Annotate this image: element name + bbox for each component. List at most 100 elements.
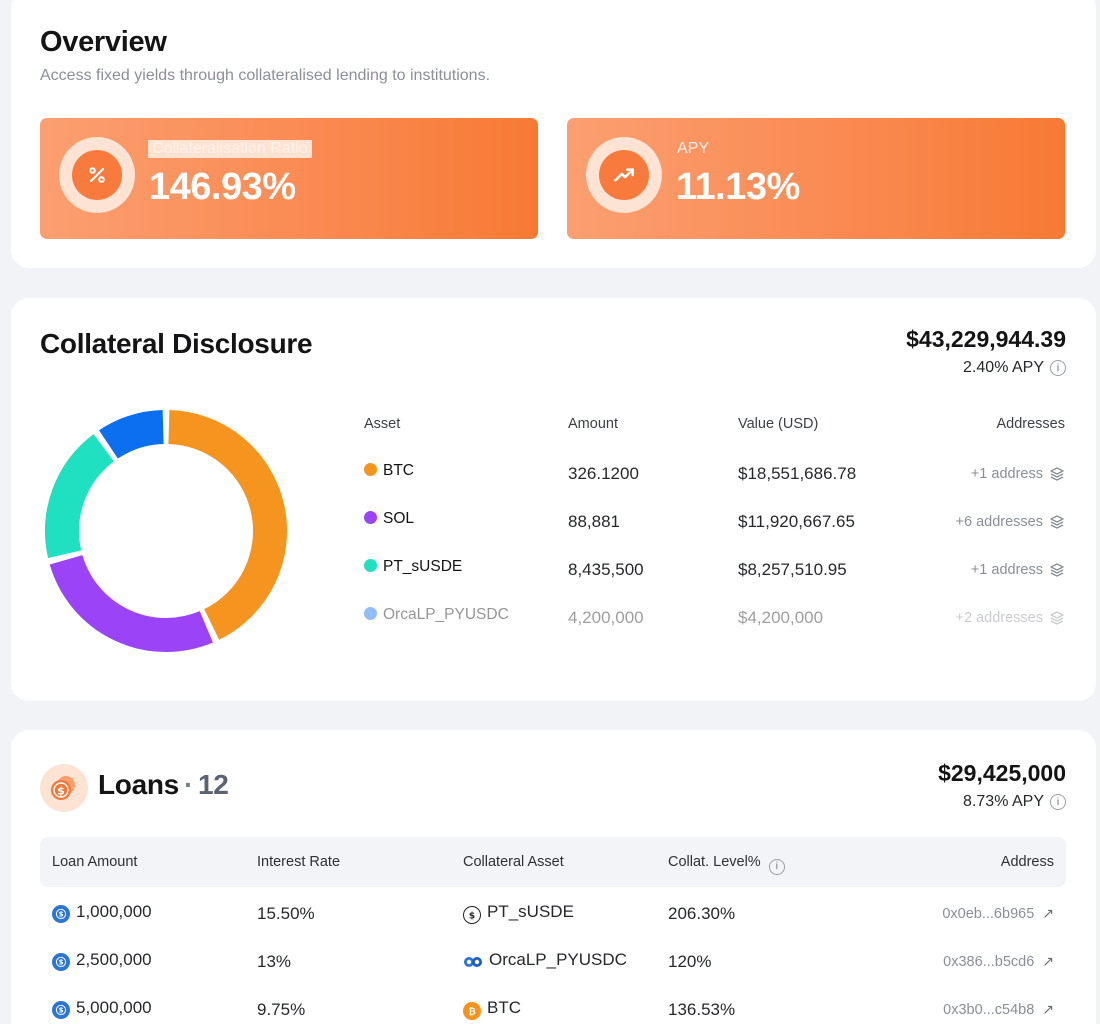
asset-value: $8,257,510.95 <box>738 560 847 579</box>
header-interest-rate: Interest Rate <box>257 854 341 870</box>
collateral-table: Asset Amount Value (USD) Addresses BTC 3… <box>353 416 1065 648</box>
table-row[interactable]: $2,500,000 13% OrcaLP_PYUSDC 120% 0x386.… <box>40 935 1066 983</box>
header-value: Value (USD) <box>738 416 819 432</box>
info-icon[interactable]: i <box>1050 360 1066 376</box>
external-link-icon: ↗ <box>1042 953 1054 969</box>
loans-table: Loan Amount Interest Rate Collateral Ass… <box>40 837 1066 1024</box>
asset-name: OrcaLP_PYUSDC <box>383 606 509 623</box>
stat-value: 11.13% <box>676 166 800 208</box>
orcalp-legend-dot <box>364 607 377 620</box>
asset-value: $4,200,000 <box>738 608 824 627</box>
header-collat-level: Collat. Level% i <box>668 854 785 875</box>
addresses-link[interactable]: +6 addresses <box>956 514 1065 530</box>
loan-coin-icon: $ <box>40 764 88 812</box>
loan-address-link[interactable]: 0x0eb...6b965 ↗ <box>942 905 1054 922</box>
interest-rate: 13% <box>257 952 292 971</box>
apy-stat: APY 11.13% <box>567 118 1065 239</box>
stat-label: Collateralisation Ratio <box>148 140 312 158</box>
collat-level: 136.53% <box>668 1000 736 1019</box>
susde-coin-icon: $ <box>463 906 481 924</box>
asset-value: $11,920,667.65 <box>738 512 855 531</box>
addresses-link[interactable]: +1 address <box>971 562 1065 578</box>
header-collateral-asset: Collateral Asset <box>463 854 564 870</box>
usdc-coin-icon: $ <box>52 1001 70 1019</box>
asset-amount: 326.1200 <box>568 464 639 483</box>
collat-level: 206.30% <box>668 904 736 923</box>
loan-address-link[interactable]: 0x3b0...c54b8 ↗ <box>943 1001 1054 1018</box>
info-icon[interactable]: i <box>1050 794 1066 810</box>
addresses-link[interactable]: +2 addresses <box>956 610 1065 626</box>
donut-slice-pt-susde[interactable] <box>45 434 115 558</box>
orca-lp-icon <box>463 953 483 971</box>
percent-icon <box>59 137 135 213</box>
usdc-coin-icon: $ <box>52 905 70 923</box>
collateralisation-ratio-stat: Collateralisation Ratio 146.93% <box>40 118 538 239</box>
layers-icon <box>1050 467 1064 481</box>
usdc-coin-icon: $ <box>52 953 70 971</box>
addresses-link[interactable]: +1 address <box>971 466 1065 482</box>
asset-name: PT_sUSDE <box>383 558 463 575</box>
donut-slice-orcalp-pyusdc[interactable] <box>99 410 165 459</box>
loan-address-link[interactable]: 0x386...b5cd6 ↗ <box>943 953 1054 970</box>
donut-slice-btc[interactable] <box>167 410 287 640</box>
svg-text:₿: ₿ <box>468 1007 475 1017</box>
sol-legend-dot <box>364 511 377 524</box>
svg-text:$: $ <box>469 912 475 921</box>
collateral-title: Collateral Disclosure <box>40 328 313 359</box>
svg-text:$: $ <box>59 911 64 919</box>
asset-amount: 8,435,500 <box>568 560 644 579</box>
trending-up-icon <box>586 137 662 213</box>
asset-amount: 88,881 <box>568 512 620 531</box>
collateral-total-value: $43,229,944.39 <box>906 326 1066 352</box>
interest-rate: 15.50% <box>257 904 315 923</box>
loan-amount: 1,000,000 <box>76 902 152 921</box>
loans-total: $29,425,000 8.73% APY i <box>938 760 1066 811</box>
overview-card: Overview Access fixed yields through col… <box>11 0 1096 268</box>
loan-amount: 2,500,000 <box>76 950 152 969</box>
stat-label: APY <box>677 140 710 157</box>
overview-title: Overview <box>40 26 167 58</box>
collat-level: 120% <box>668 952 712 971</box>
table-header: Asset Amount Value (USD) Addresses <box>353 416 1065 456</box>
stat-value: 146.93% <box>149 166 296 208</box>
svg-text:$: $ <box>59 959 64 967</box>
interest-rate: 9.75% <box>257 1000 306 1019</box>
asset-name: SOL <box>383 510 415 527</box>
loan-amount: 5,000,000 <box>76 998 152 1017</box>
svg-text:$: $ <box>59 1007 64 1015</box>
header-amount: Amount <box>568 416 618 432</box>
asset-name: BTC <box>383 462 414 479</box>
collateral-disclosure-card: Collateral Disclosure $43,229,944.39 2.4… <box>11 298 1096 701</box>
table-row: OrcaLP_PYUSDC 4,200,000 $4,200,000 +2 ad… <box>353 600 1065 648</box>
layers-icon <box>1050 515 1064 529</box>
collateral-asset: OrcaLP_PYUSDC <box>489 950 627 969</box>
collateral-asset: BTC <box>487 998 521 1017</box>
external-link-icon: ↗ <box>1042 905 1054 921</box>
table-row: BTC 326.1200 $18,551,686.78 +1 address <box>353 456 1065 504</box>
collateral-total: $43,229,944.39 2.40% APY i <box>906 326 1066 377</box>
table-row[interactable]: $5,000,000 9.75% ₿ BTC 136.53% 0x3b0...c5… <box>40 983 1066 1024</box>
loans-total-value: $29,425,000 <box>938 760 1066 786</box>
loans-title: Loans · 12 <box>98 769 229 800</box>
info-icon[interactable]: i <box>768 858 785 875</box>
table-row: PT_sUSDE 8,435,500 $8,257,510.95 +1 addr… <box>353 552 1065 600</box>
btc-legend-dot <box>364 463 377 476</box>
collateral-apy: 2.40% APY <box>963 359 1044 376</box>
header-loan-amount: Loan Amount <box>52 854 138 870</box>
header-asset: Asset <box>364 416 401 432</box>
loans-apy: 8.73% APY <box>963 793 1044 810</box>
table-row[interactable]: $1,000,000 15.50% $ PT_sUSDE 206.30% 0x0e… <box>40 887 1066 935</box>
svg-text:$: $ <box>57 785 65 798</box>
collateral-donut-chart <box>45 410 287 652</box>
table-row: SOL 88,881 $11,920,667.65 +6 addresses <box>353 504 1065 552</box>
pt-susde-legend-dot <box>364 559 377 572</box>
header-address: Address <box>1000 854 1054 870</box>
asset-value: $18,551,686.78 <box>738 464 857 483</box>
btc-coin-icon: ₿ <box>463 1002 481 1020</box>
loans-card: $ Loans · 12 $29,425,000 8.73% APY i Loan A… <box>11 730 1096 1024</box>
header-addresses: Addresses <box>996 416 1065 432</box>
loans-count: 12 <box>198 769 229 800</box>
collateral-asset: PT_sUSDE <box>487 902 574 921</box>
layers-icon <box>1050 611 1064 625</box>
donut-slice-sol[interactable] <box>49 554 213 652</box>
